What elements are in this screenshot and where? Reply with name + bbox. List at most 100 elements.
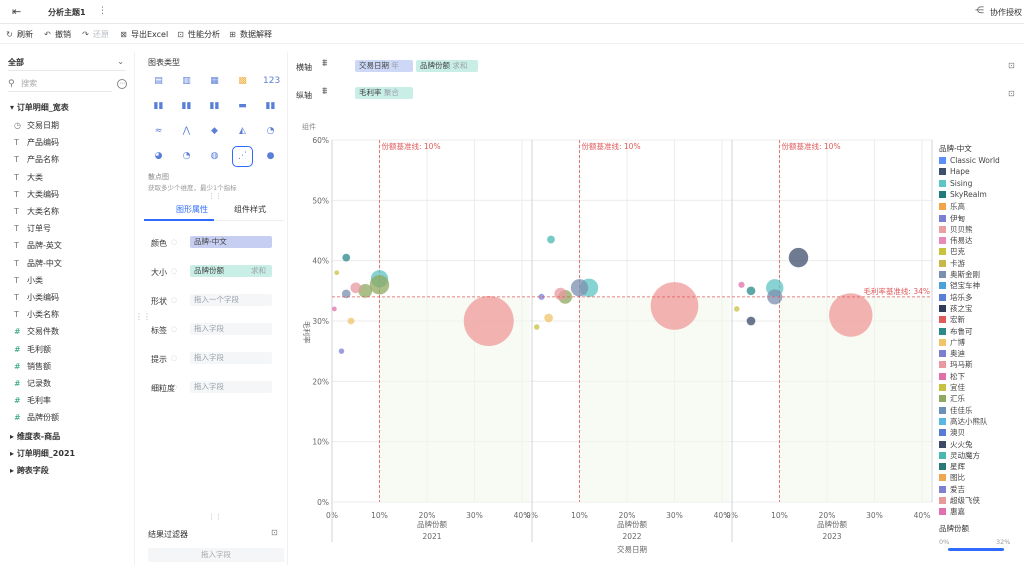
field-item[interactable]: T 品牌-中文 (14, 258, 62, 269)
field-item[interactable]: # 销售额 (14, 361, 51, 372)
legend-item[interactable]: 汇乐 (939, 393, 965, 404)
field-item[interactable]: T 品牌-英文 (14, 240, 62, 251)
legend-item[interactable]: SkyRealm (939, 190, 987, 199)
scatter-point[interactable] (570, 279, 589, 297)
prop-settings-icon[interactable]: ◌ (171, 267, 178, 275)
field-item[interactable]: T 产品编码 (14, 137, 59, 148)
field-item[interactable]: T 小类名称 (14, 309, 59, 320)
legend-item[interactable]: 高达小熊队 (939, 416, 988, 427)
more-menu-icon[interactable]: ⋮ (98, 6, 107, 16)
legend-item[interactable]: 铠宝车神 (939, 280, 980, 291)
legend-item[interactable]: 玛马斯 (939, 359, 973, 370)
x-pill-share[interactable]: 品牌份额 求和 (416, 60, 478, 72)
x-shelf-lock-icon[interactable]: ⊡ (1008, 61, 1015, 70)
gauge-chart-icon[interactable]: ◔ (266, 126, 275, 136)
legend-item[interactable]: 奥斯金刚 (939, 269, 980, 280)
group-cross-table[interactable]: ▸ 跨表字段 (10, 466, 49, 475)
field-item[interactable]: # 品牌份额 (14, 412, 59, 423)
map-chart-icon[interactable]: ◭ (239, 126, 246, 136)
filter-lock-icon[interactable]: ⊡ (271, 528, 278, 537)
table-chart-icon[interactable]: ▤ (154, 76, 163, 86)
field-item[interactable]: # 毛利额 (14, 344, 51, 355)
legend-item[interactable]: 乐高 (939, 201, 965, 212)
group-orders-wide[interactable]: ▾ 订单明细_宽表 (10, 103, 69, 112)
legend-item[interactable]: 广博 (939, 337, 965, 348)
legend-item[interactable]: Classic World (939, 156, 1000, 165)
area-chart-icon[interactable]: ≈ (154, 126, 163, 136)
legend-item[interactable]: 灵动魔方 (939, 450, 980, 461)
refresh-button[interactable]: ↻ 刷新 (5, 29, 33, 40)
prop-settings-icon[interactable]: ◌ (171, 354, 178, 362)
scatter-point[interactable] (350, 282, 362, 294)
legend-item[interactable]: 火火兔 (939, 439, 973, 450)
legend-item[interactable]: 孩之宝 (939, 303, 973, 314)
scatter-point[interactable] (554, 287, 567, 301)
block-chart-icon[interactable]: ▩ (238, 76, 247, 86)
legend-item[interactable]: 佳佳乐 (939, 405, 973, 416)
field-item[interactable]: T 小类 (14, 275, 43, 286)
scatter-point[interactable] (544, 313, 553, 323)
field-item[interactable]: # 记录数 (14, 378, 51, 389)
legend-item[interactable]: 爱吉 (939, 484, 965, 495)
combo-bar-icon[interactable]: ▮▮ (265, 101, 276, 111)
collab-label[interactable]: 协作授权 (990, 8, 1022, 17)
scatter-point[interactable] (538, 293, 545, 300)
scatter-point[interactable] (358, 283, 373, 298)
scatter-point[interactable] (738, 281, 745, 288)
panel-resize-handle[interactable]: ⋮⋮ (208, 513, 222, 521)
line-chart-icon[interactable]: ⋀ (182, 126, 191, 136)
scatter-point[interactable] (547, 235, 555, 244)
prop-settings-icon[interactable]: ◌ (171, 296, 178, 304)
legend-item[interactable]: 超级飞侠 (939, 495, 980, 506)
legend-item[interactable]: 图比 (939, 472, 965, 483)
scatter-point[interactable] (338, 348, 345, 354)
legend-item[interactable]: 巴克 (939, 246, 965, 257)
legend-item[interactable]: Sising (939, 179, 972, 188)
legend-item[interactable]: 惠嘉 (939, 506, 965, 517)
field-item[interactable]: T 产品名称 (14, 154, 59, 165)
pie-chart-icon[interactable]: ◕ (154, 151, 163, 161)
legend-item[interactable]: Hape (939, 167, 970, 176)
scatter-point[interactable] (347, 317, 355, 325)
prop-size-pill[interactable]: 品牌份额 求和 (190, 265, 272, 277)
field-item[interactable]: ◷ 交易日期 (14, 120, 59, 131)
filter-drop-zone[interactable]: 拖入字段 (148, 548, 284, 562)
scatter-point[interactable] (746, 316, 756, 326)
kpi-chart-icon[interactable]: 123 (263, 76, 281, 86)
legend-item[interactable]: 贝贝熊 (939, 224, 973, 235)
scatter-point[interactable] (369, 275, 390, 295)
prop-settings-icon[interactable]: ◌ (171, 238, 178, 246)
scatter-chart-icon[interactable]: ⋰ (232, 146, 253, 167)
group-dim-product[interactable]: ▸ 维度表-商品 (10, 432, 61, 441)
legend-item[interactable]: 宜佳 (939, 382, 965, 393)
legend-item[interactable]: 培乐多 (939, 292, 973, 303)
prop-settings-icon[interactable]: ◌ (171, 325, 178, 333)
undo-button[interactable]: ↶ 撤销 (43, 29, 71, 40)
performance-button[interactable]: ⊡ 性能分析 (176, 29, 220, 40)
scatter-point[interactable] (341, 289, 351, 299)
scatter-point[interactable] (331, 306, 337, 312)
legend-item[interactable]: 澳贝 (939, 427, 965, 438)
y-pill-margin[interactable]: 毛利率 聚合 (355, 87, 413, 99)
y-shelf-lock-icon[interactable]: ⊡ (1008, 89, 1015, 98)
scatter-point[interactable] (828, 293, 873, 337)
prop-settings-icon[interactable]: ◌ (171, 383, 178, 391)
tab-title[interactable]: 分析主题1 (48, 8, 86, 17)
explain-button[interactable]: ⊞ 数据解释 (228, 29, 272, 40)
scatter-point[interactable] (650, 282, 699, 330)
field-item[interactable]: T 大类 (14, 172, 43, 183)
legend-item[interactable]: 奥迪 (939, 348, 965, 359)
back-icon[interactable]: ⇤ (12, 5, 22, 18)
field-item[interactable]: T 小类编码 (14, 292, 59, 303)
stacked-bar-icon[interactable]: ▮▮ (209, 101, 220, 111)
bar-chart-icon[interactable]: ▮▮ (153, 101, 164, 111)
legend-item[interactable]: 卡游 (939, 258, 965, 269)
group-orders-2021[interactable]: ▸ 订单明细_2021 (10, 449, 76, 458)
prop-color-pill[interactable]: 品牌-中文 (190, 236, 272, 248)
detail-table-icon[interactable]: ▦ (210, 76, 219, 86)
left-resize-handle[interactable]: ⋮⋮ (135, 312, 151, 321)
field-item[interactable]: T 大类名称 (14, 206, 59, 217)
prop-shape-drop-zone[interactable]: 拖入一个字段 (190, 294, 272, 306)
x-pill-date[interactable]: 交易日期 年 (355, 60, 413, 72)
